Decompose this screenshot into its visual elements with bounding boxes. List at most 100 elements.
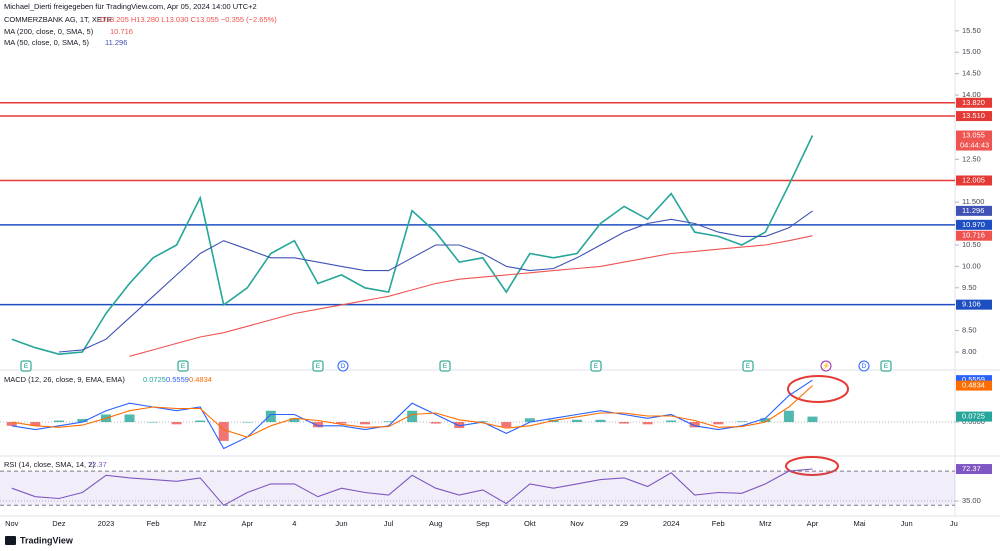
author: Michael_Dierti freigegeben für TradingVi… [4, 2, 257, 11]
histogram-bar [430, 422, 441, 424]
y-tick-label: 12.50 [962, 154, 981, 163]
level-tag [956, 175, 992, 186]
brand-logo [5, 536, 16, 545]
histogram-bar [289, 418, 300, 423]
legend-entry: MA (50, close, 0, SMA, 5) [4, 38, 90, 47]
histogram-bar [454, 422, 465, 429]
event-marker [880, 360, 892, 372]
event-label: E [181, 363, 186, 370]
legend-value: 0.0725 [143, 375, 166, 384]
last-value-label: 0.4834 [962, 381, 985, 390]
plot-area [0, 102, 955, 506]
highlight-ellipse [787, 375, 849, 403]
x-tick-label: Feb [147, 519, 160, 528]
event-label: E [443, 363, 448, 370]
legend-value: 10.716 [110, 27, 133, 36]
x-tick-label: Sep [476, 519, 489, 528]
y-tick-label: 14.50 [962, 69, 981, 78]
histogram-bar [807, 416, 818, 423]
series-line [129, 235, 813, 357]
histogram-bar [265, 410, 276, 423]
event-label: D [862, 363, 867, 370]
y-tick-label: 10.50 [962, 240, 981, 249]
level-label: 13.510 [962, 111, 985, 120]
x-tick-label: Ju [950, 519, 958, 528]
event-label: E [884, 363, 889, 370]
event-marker [337, 360, 349, 372]
x-tick-label: Mrz [194, 519, 207, 528]
series-line [11, 468, 813, 506]
histogram-bar [77, 419, 88, 423]
last-value-label: 0.0725 [962, 412, 985, 421]
chart-title: COMMERZBANK AG, 1T, XETR [4, 15, 113, 24]
last-value-tag [956, 411, 992, 422]
histogram-bar [383, 421, 394, 423]
x-tick-label: Nov [5, 519, 19, 528]
rsi-title: RSI (14, close, SMA, 14, 2) [4, 460, 95, 469]
x-tick-label: Dez [52, 519, 66, 528]
histogram-bar [218, 422, 229, 441]
event-label: D [341, 363, 346, 370]
last-value-tag [956, 375, 992, 386]
last-value-tag [956, 464, 992, 475]
event-marker [439, 360, 451, 372]
event-marker [858, 360, 870, 372]
rsi-band [0, 471, 955, 506]
y-tick-label: 8.00 [962, 347, 977, 356]
histogram-bar [524, 418, 535, 423]
x-tick-label: Feb [712, 519, 725, 528]
histogram-bar [242, 422, 253, 423]
x-tick-label: 4 [292, 519, 296, 528]
histogram-bar [6, 422, 17, 426]
event-label: ⚡ [822, 362, 830, 370]
legend-entry: MA (200, close, 0, SMA, 5) [4, 27, 94, 36]
x-tick-label: Mai [854, 519, 866, 528]
histogram-bar [689, 422, 700, 428]
event-marker [820, 360, 832, 372]
y-tick-label: 11.500 [962, 197, 984, 206]
histogram-bar [171, 422, 182, 425]
level-label: 12.005 [962, 175, 985, 184]
level-label: 9.106 [962, 300, 981, 309]
event-label: E [316, 363, 321, 370]
level-label: 13.820 [962, 98, 985, 107]
histogram-bar [30, 422, 41, 426]
x-tick-label: Apr [807, 519, 819, 528]
event-label: E [594, 363, 599, 370]
y-tick-label: 8.50 [962, 326, 977, 335]
event-label: E [746, 363, 751, 370]
histogram-bar [312, 422, 323, 428]
histogram-bar [619, 422, 630, 424]
histogram-bar [336, 422, 347, 424]
legend-value: 0.5559 [166, 375, 189, 384]
x-tick-label: Okt [524, 519, 537, 528]
y-tick-label: 9.50 [962, 283, 977, 292]
last-value-label: 10.716 [962, 231, 985, 240]
x-tick-label: Jul [384, 519, 394, 528]
series-line [11, 385, 813, 438]
last-value-tag [956, 205, 992, 216]
x-tick-label: Mrz [759, 519, 772, 528]
series-line [11, 135, 814, 356]
histogram-bar [595, 419, 606, 423]
histogram-bar [760, 418, 771, 423]
legend-value: 0.4834 [189, 375, 212, 384]
histogram-bar [501, 422, 512, 428]
histogram-bar [783, 410, 794, 423]
event-label: E [24, 363, 29, 370]
y-tick-label: 14.00 [962, 90, 981, 99]
event-marker [20, 360, 32, 372]
histogram-bar [195, 420, 206, 423]
x-tick-label: Jun [335, 519, 347, 528]
histogram-bar [736, 421, 747, 423]
x-tick-label: 2024 [663, 519, 680, 528]
legend-value: 11.296 [105, 38, 127, 47]
y-tick-label: 10.00 [962, 261, 981, 270]
level-tag [956, 219, 992, 230]
y-tick-label: 15.00 [962, 47, 981, 56]
histogram-bar [148, 422, 159, 423]
legend-value: 72.37 [88, 460, 107, 469]
event-marker [590, 360, 602, 372]
event-marker [742, 360, 754, 372]
macd-title: MACD (12, 26, close, 9, EMA, EMA) [4, 375, 125, 384]
